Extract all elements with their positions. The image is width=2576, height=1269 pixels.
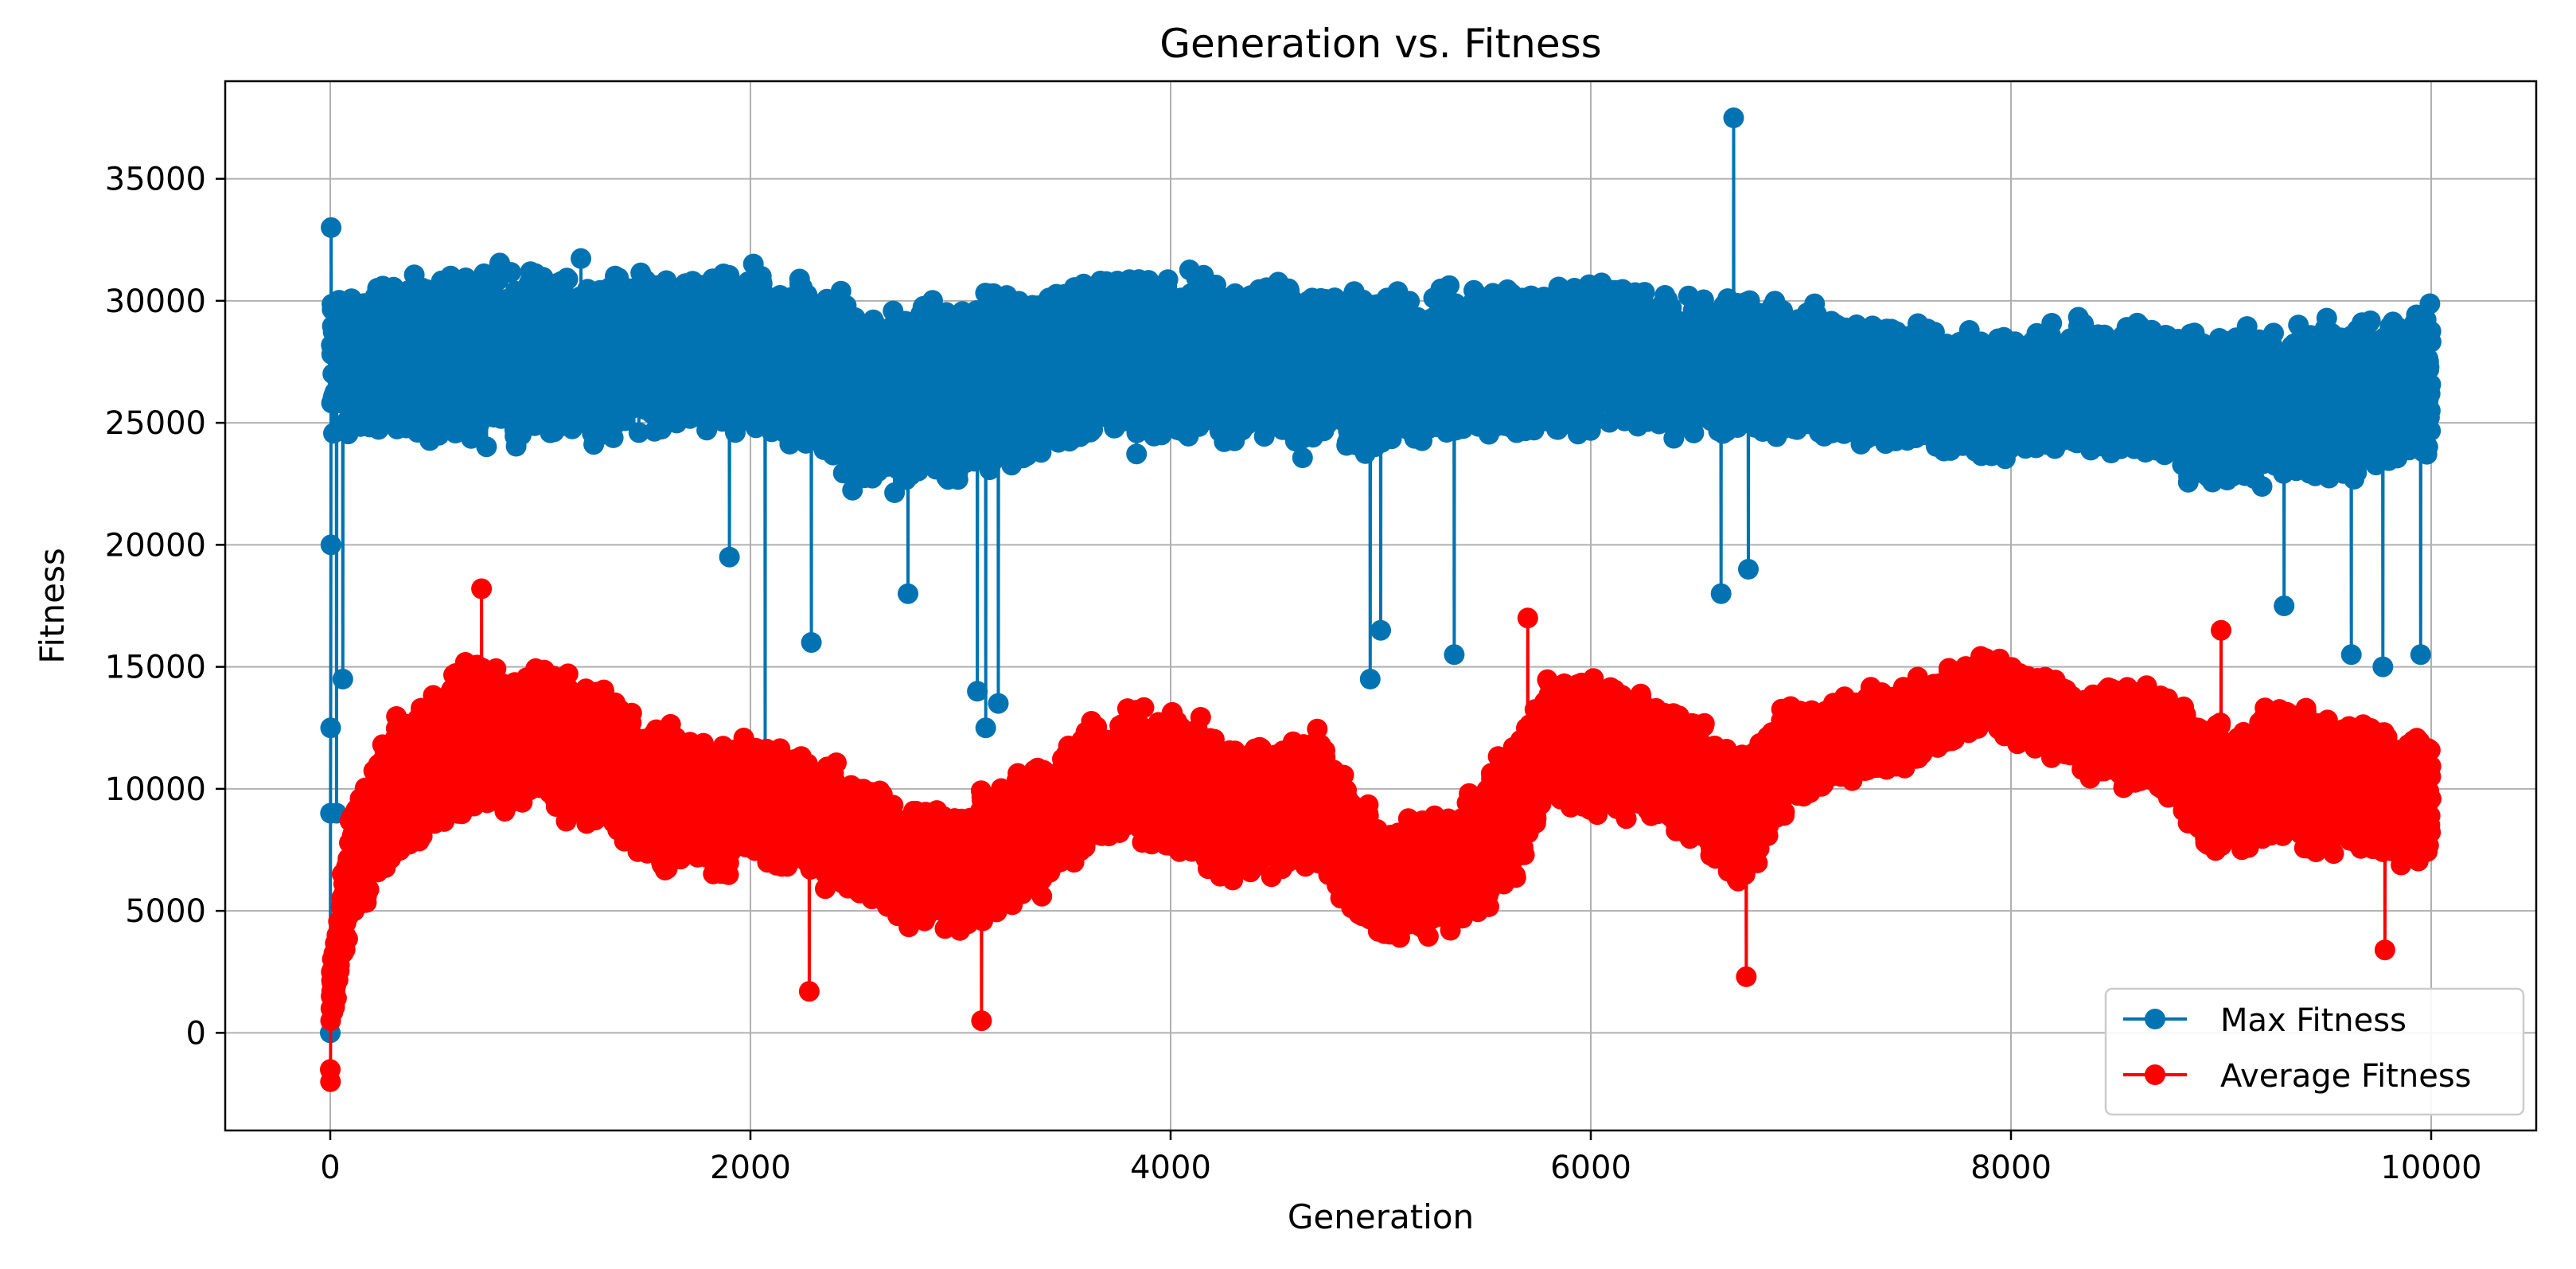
max-fitness-point bbox=[719, 547, 740, 568]
max-fitness-point bbox=[1292, 447, 1313, 468]
max-fitness-point bbox=[967, 681, 988, 701]
max-fitness-point bbox=[976, 717, 996, 738]
max-fitness-point bbox=[558, 269, 579, 290]
max-fitness-point bbox=[321, 717, 341, 738]
max-fitness-point bbox=[476, 436, 497, 457]
max-fitness-point bbox=[898, 584, 918, 604]
max-fitness-point bbox=[333, 669, 353, 689]
max-fitness-point bbox=[1126, 443, 1147, 464]
max-fitness-point bbox=[321, 217, 341, 238]
max-fitness-point bbox=[801, 632, 822, 653]
max-fitness-point bbox=[1360, 669, 1381, 689]
max-fitness-point bbox=[501, 262, 521, 283]
max-fitness-point bbox=[571, 248, 591, 269]
max-fitness-point bbox=[321, 534, 341, 555]
max-fitness-point bbox=[988, 693, 1009, 714]
